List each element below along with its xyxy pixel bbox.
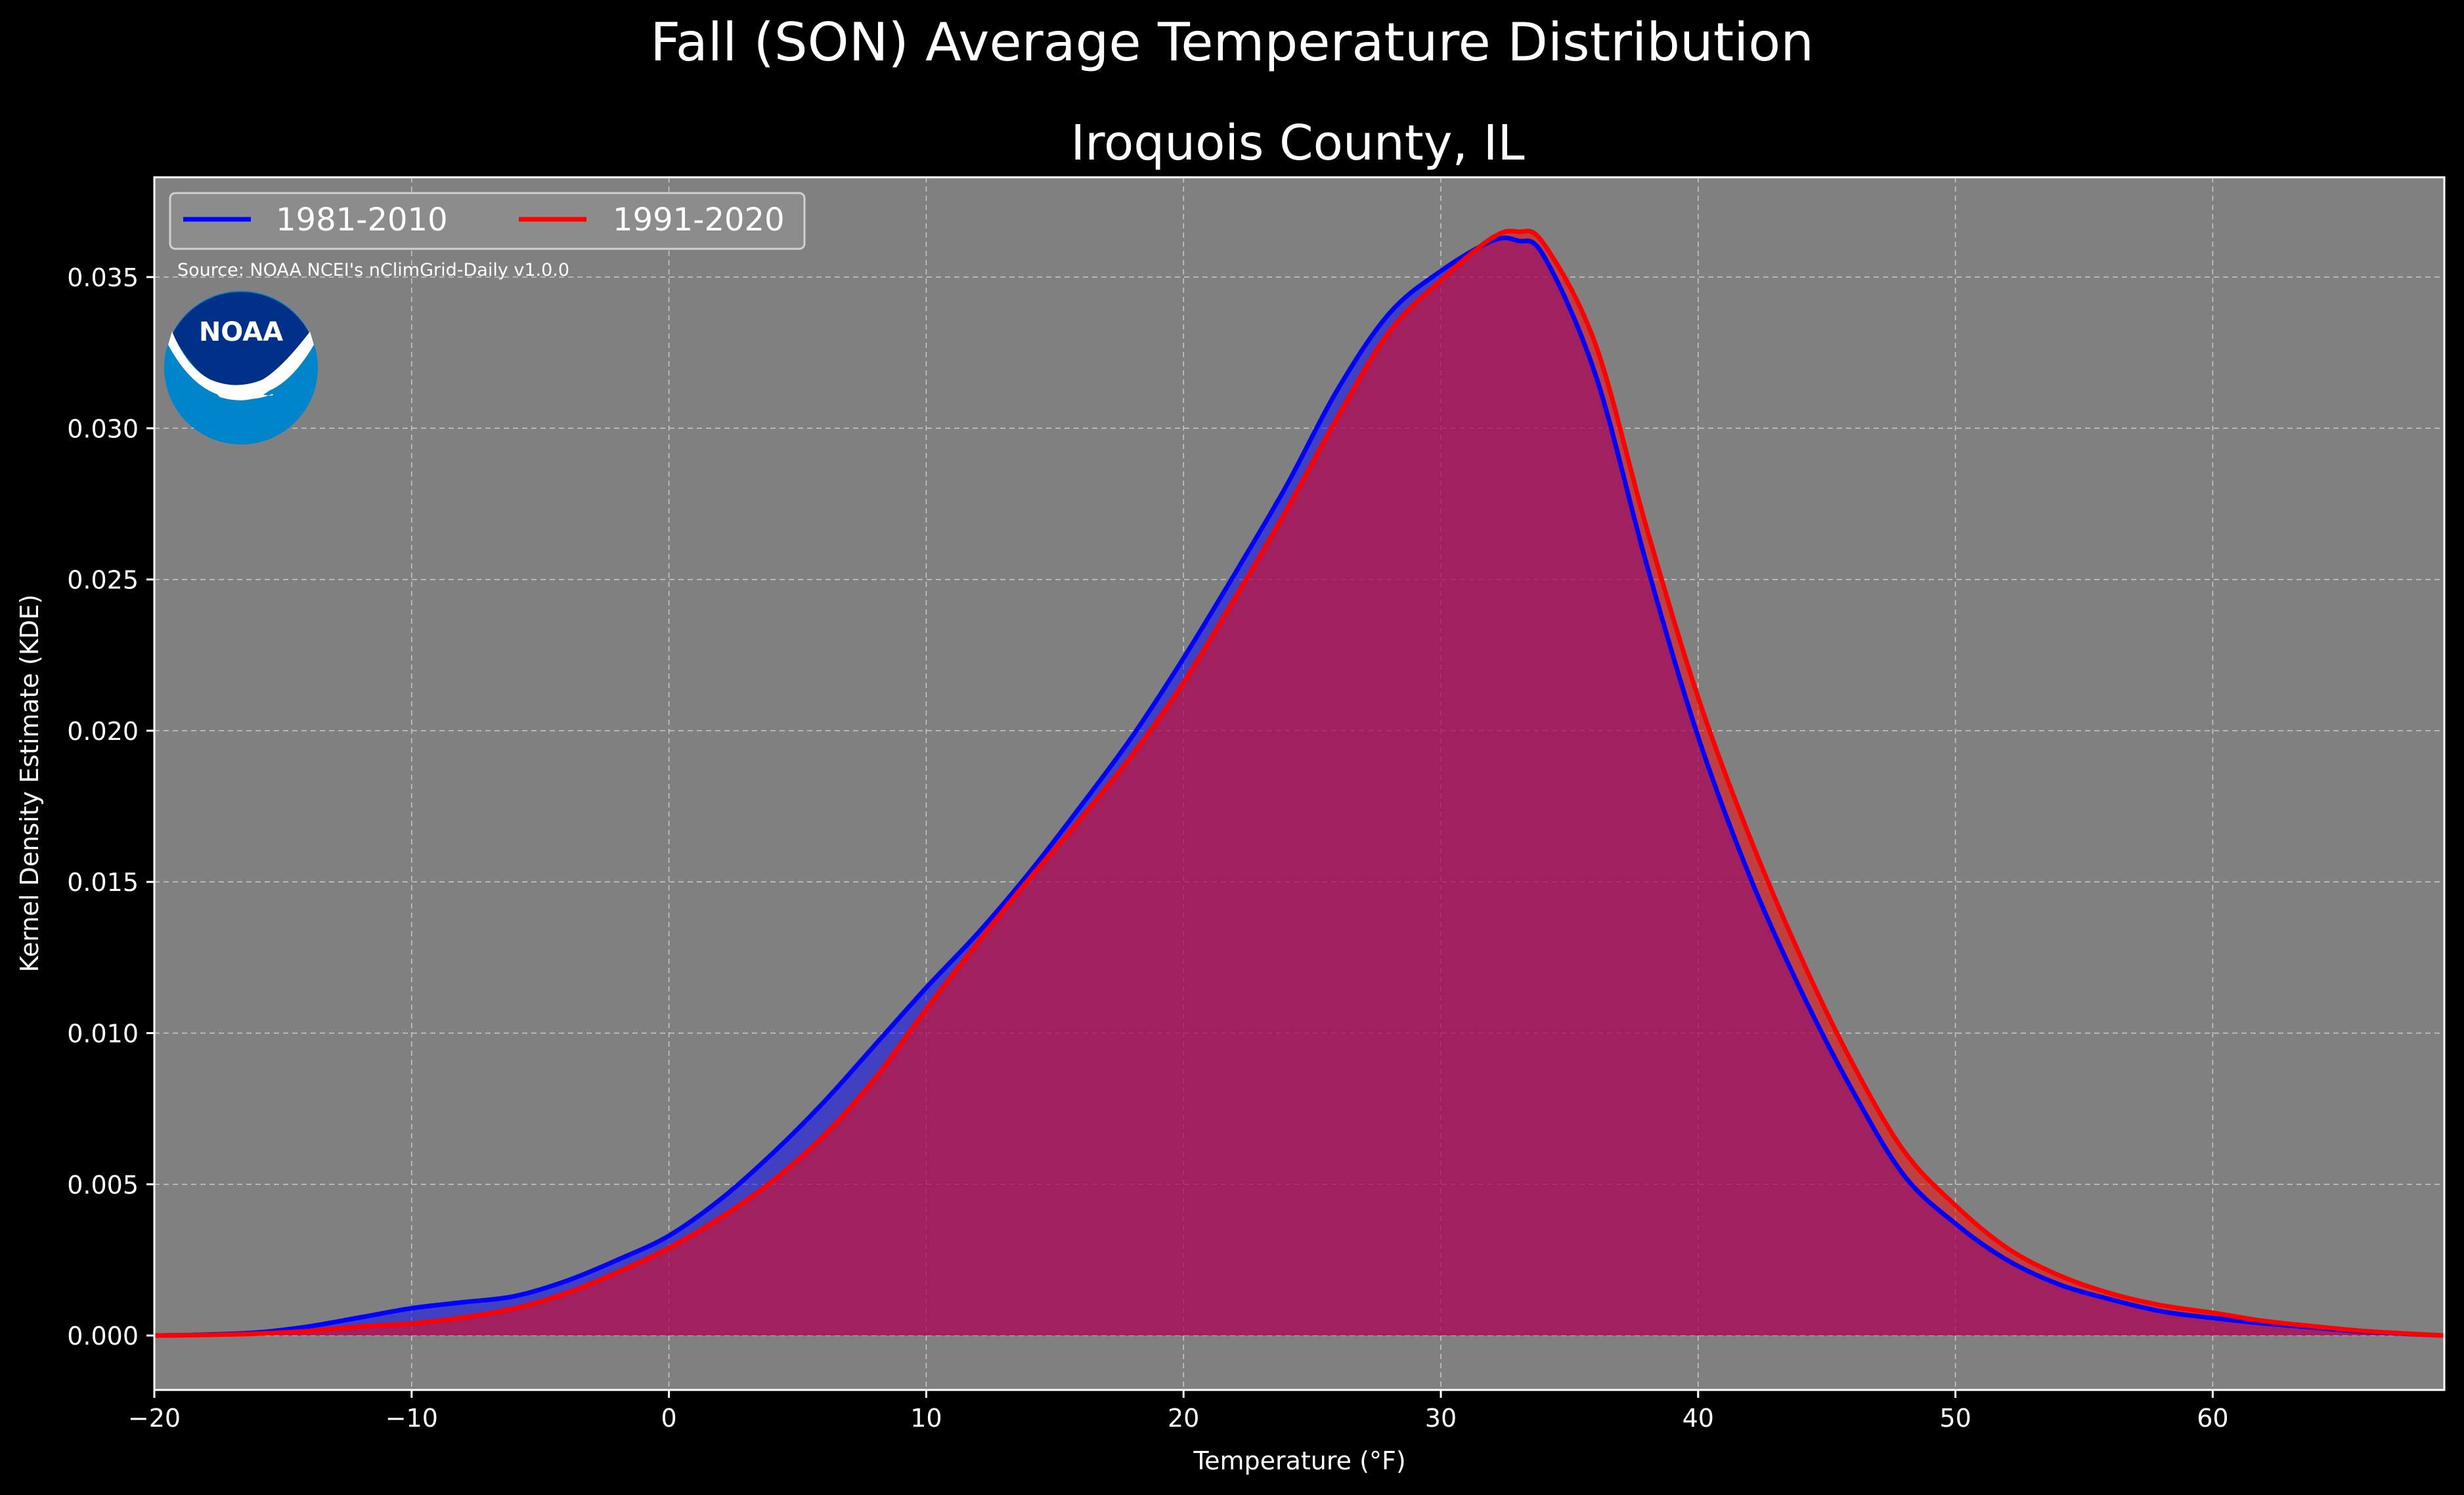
axis-ticks: −20 −10 0 10 20 30 40 50 60 0.000 0.005 0.010 0.015 0… [67,263,2228,1433]
y-tick-label: 0.015 [67,868,139,897]
noaa-logo-text: NOAA [199,317,283,347]
legend: 1981-2010 1991-2020 [169,192,806,250]
chart-title: Iroquois County, IL [1070,115,1524,171]
x-tick-label: 20 [1168,1404,1199,1433]
chart-suptitle: Fall (SON) Average Temperature Distribut… [650,12,1814,73]
noaa-logo-icon: NOAA [164,291,318,444]
legend-box [169,192,806,250]
y-tick-label: 0.005 [67,1171,139,1200]
x-tick-label: 60 [2197,1404,2228,1433]
y-axis-label: Kernel Density Estimate (KDE) [15,594,44,972]
legend-label-1981-2010: 1981-2010 [276,202,448,238]
series-group [154,228,2445,1338]
y-tick-label: 0.035 [67,263,139,292]
series-line-1981-2010 [154,235,2445,1338]
area-fill-1991-2020 [154,230,2444,1336]
y-tick-label: 0.025 [67,566,139,595]
x-tick-label: 10 [910,1404,942,1433]
x-tick-label: 0 [661,1404,677,1433]
x-tick-label: 50 [1939,1404,1971,1433]
y-tick-label: 0.030 [67,414,139,443]
source-annotation: Source: NOAA NCEI's nClimGrid-Daily v1.0… [177,260,569,280]
x-tick-label: 30 [1425,1404,1457,1433]
y-tick-label: 0.000 [67,1322,139,1351]
x-tick-label: 40 [1683,1404,1714,1433]
y-tick-label: 0.010 [67,1019,139,1048]
series-line-1991-2020 [154,228,2445,1338]
x-axis-label: Temperature (°F) [1193,1446,1405,1475]
plot-frame [153,176,2446,1391]
x-tick-label: −20 [128,1404,181,1433]
legend-label-1991-2020: 1991-2020 [613,202,785,238]
y-tick-label: 0.020 [67,717,139,746]
x-tick-label: −10 [385,1404,438,1433]
